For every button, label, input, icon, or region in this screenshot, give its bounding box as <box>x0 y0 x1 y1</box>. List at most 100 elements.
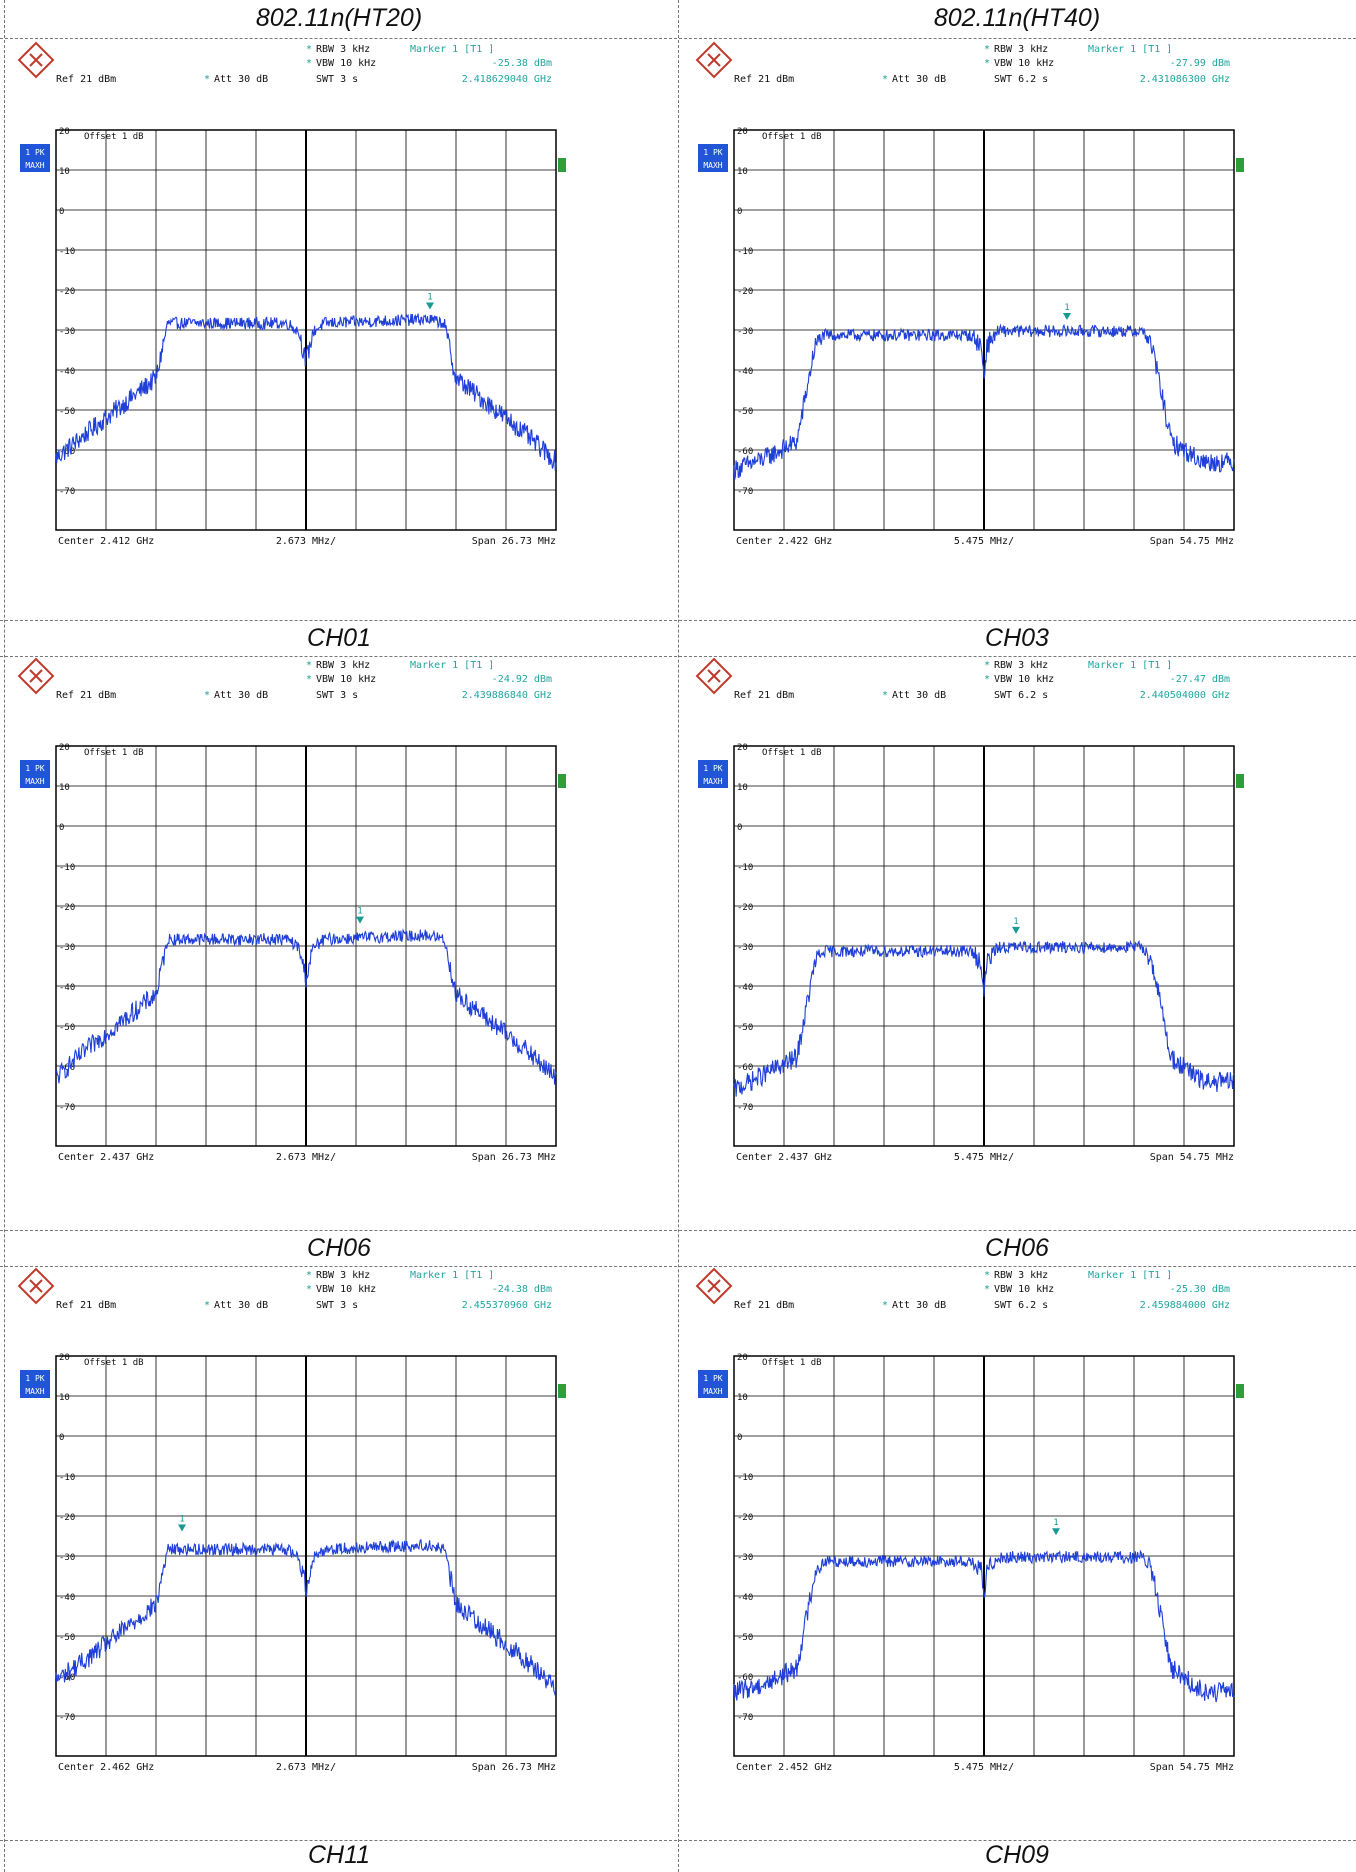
badge-mode: MAXH <box>703 777 722 786</box>
limit-tab <box>1236 158 1244 172</box>
y-tick-label: -70 <box>737 487 753 497</box>
svg-text:*: * <box>882 74 888 85</box>
limit-tab <box>558 158 566 172</box>
y-tick-label: -40 <box>59 367 75 377</box>
rs-logo-icon <box>695 41 733 79</box>
rs-logo-icon <box>17 657 55 695</box>
y-tick-label: -70 <box>737 1713 753 1723</box>
spectrum-panel: * RBW 3 kHz * VBW 10 kHz SWT 3 s Marker 1 [T1… <box>0 656 678 1236</box>
marker-label: Marker 1 [T1 ] <box>410 44 494 55</box>
trace-mode-badge: 1 PK MAXH <box>20 144 50 172</box>
trace-mode-badge: 1 PK MAXH <box>698 760 728 788</box>
y-tick-label: 20 <box>737 1353 748 1363</box>
rbw-label: RBW 3 kHz <box>316 660 370 671</box>
rbw-label: RBW 3 kHz <box>994 44 1048 55</box>
svg-text:*: * <box>306 660 312 671</box>
y-tick-label: -60 <box>737 1063 753 1073</box>
y-tick-label: 20 <box>737 743 748 753</box>
swt-label: SWT 6.2 s <box>994 74 1048 85</box>
badge-trace: 1 PK <box>703 764 722 773</box>
badge-mode: MAXH <box>25 1387 44 1396</box>
y-tick-label: -40 <box>737 367 753 377</box>
limit-tab <box>558 774 566 788</box>
marker-frequency: 2.439886840 GHz <box>462 690 552 701</box>
divider <box>678 0 679 1872</box>
ref-level: Ref 21 dBm <box>734 74 794 85</box>
y-tick-label: -20 <box>59 287 75 297</box>
scale-per-division: 5.475 MHz/ <box>954 1762 1014 1773</box>
span-label: Span 26.73 MHz <box>472 536 556 547</box>
marker-level: -25.30 dBm <box>1170 1284 1230 1295</box>
badge-mode: MAXH <box>25 777 44 786</box>
y-tick-label: 0 <box>737 1433 742 1443</box>
y-tick-label: -10 <box>737 1473 753 1483</box>
marker-1: 1 <box>1052 1518 1060 1536</box>
spectrum-plot: * RBW 3 kHz * VBW 10 kHz SWT 3 s Marker 1 [T1… <box>17 41 566 547</box>
rbw-label: RBW 3 kHz <box>316 1270 370 1281</box>
scale-per-division: 2.673 MHz/ <box>276 536 336 547</box>
svg-text:*: * <box>204 74 210 85</box>
y-tick-label: -40 <box>59 983 75 993</box>
attenuation: Att 30 dB <box>892 1300 946 1311</box>
spectrum-panel: * RBW 3 kHz * VBW 10 kHz SWT 3 s Marker 1 [T1… <box>0 1266 678 1846</box>
span-label: Span 26.73 MHz <box>472 1152 556 1163</box>
marker-number: 1 <box>1053 1518 1058 1528</box>
limit-tab <box>558 1384 566 1398</box>
marker-number: 1 <box>427 293 432 303</box>
swt-label: SWT 3 s <box>316 690 358 701</box>
trace-mode-badge: 1 PK MAXH <box>698 144 728 172</box>
caption-ch03: CH03 <box>985 623 1049 652</box>
y-tick-label: -30 <box>59 1553 75 1563</box>
spectrum-plot: * RBW 3 kHz * VBW 10 kHz SWT 3 s Marker 1 [T1… <box>17 1267 566 1773</box>
center-frequency: Center 2.452 GHz <box>736 1762 832 1773</box>
rs-logo-icon <box>695 657 733 695</box>
header-ht40: 802.11n(HT40) <box>933 3 1101 32</box>
scale-per-division: 5.475 MHz/ <box>954 536 1014 547</box>
rs-logo-icon <box>695 1267 733 1305</box>
vbw-label: VBW 10 kHz <box>316 1284 376 1295</box>
offset-label: Offset 1 dB <box>84 748 144 758</box>
trace-line <box>733 939 1235 1097</box>
rbw-label: RBW 3 kHz <box>316 44 370 55</box>
header-ht20: 802.11n(HT20) <box>255 3 423 32</box>
y-tick-label: -30 <box>59 943 75 953</box>
y-tick-label: 10 <box>737 783 748 793</box>
svg-text:*: * <box>882 690 888 701</box>
svg-text:*: * <box>984 674 990 685</box>
scale-per-division: 2.673 MHz/ <box>276 1152 336 1163</box>
ref-level: Ref 21 dBm <box>56 690 116 701</box>
marker-number: 1 <box>1013 917 1018 927</box>
offset-label: Offset 1 dB <box>84 132 144 142</box>
caption-ch11: CH11 <box>307 1840 371 1869</box>
svg-text:*: * <box>984 1270 990 1281</box>
y-tick-label: -30 <box>737 327 753 337</box>
span-label: Span 26.73 MHz <box>472 1762 556 1773</box>
svg-text:*: * <box>204 1300 210 1311</box>
marker-frequency: 2.455370960 GHz <box>462 1300 552 1311</box>
spectrum-plot: * RBW 3 kHz * VBW 10 kHz SWT 6.2 s Marker 1 [… <box>695 1267 1244 1773</box>
limit-tab <box>1236 774 1244 788</box>
marker-number: 1 <box>357 907 362 917</box>
svg-text:*: * <box>306 44 312 55</box>
svg-text:*: * <box>882 1300 888 1311</box>
trace-line <box>733 1549 1235 1703</box>
vbw-label: VBW 10 kHz <box>994 58 1054 69</box>
y-tick-label: -40 <box>737 983 753 993</box>
ref-level: Ref 21 dBm <box>734 690 794 701</box>
attenuation: Att 30 dB <box>892 690 946 701</box>
badge-mode: MAXH <box>703 1387 722 1396</box>
badge-trace: 1 PK <box>25 764 44 773</box>
offset-label: Offset 1 dB <box>762 1358 822 1368</box>
limit-tab <box>1236 1384 1244 1398</box>
caption-ch01: CH01 <box>307 623 371 652</box>
trace-line <box>55 928 557 1085</box>
badge-trace: 1 PK <box>703 148 722 157</box>
marker-label: Marker 1 [T1 ] <box>1088 660 1172 671</box>
marker-1: 1 <box>426 293 434 310</box>
y-tick-label: 0 <box>737 207 742 217</box>
svg-text:*: * <box>984 58 990 69</box>
center-frequency: Center 2.462 GHz <box>58 1762 154 1773</box>
span-label: Span 54.75 MHz <box>1150 536 1234 547</box>
y-tick-label: -10 <box>59 1473 75 1483</box>
attenuation: Att 30 dB <box>214 1300 268 1311</box>
